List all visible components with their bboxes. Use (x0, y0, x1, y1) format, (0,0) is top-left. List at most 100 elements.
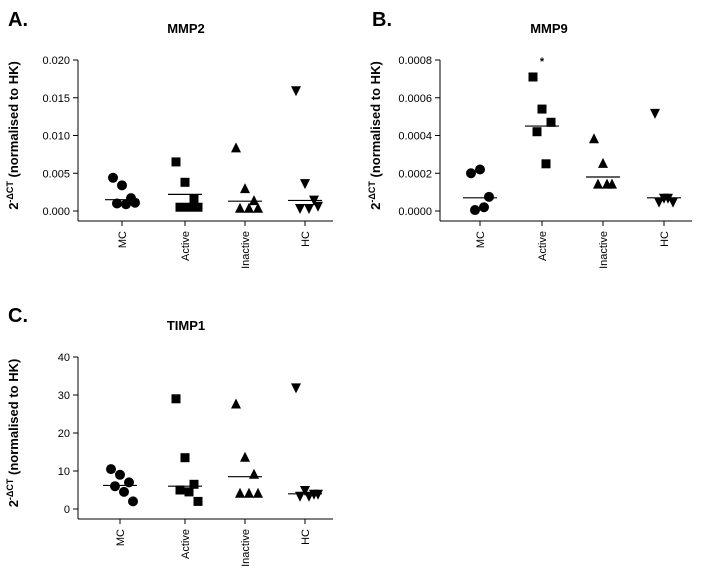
data-point (249, 195, 259, 206)
x-tick-label: Active (180, 529, 192, 559)
y-tick-label: 30 (58, 390, 70, 402)
data-point (668, 197, 678, 208)
data-point (193, 202, 203, 212)
x-tick-label: HC (659, 231, 671, 247)
panel-label: C. (8, 305, 28, 327)
data-point (106, 464, 116, 475)
y-label-exponent: -ΔCT (5, 478, 15, 500)
data-point (304, 203, 314, 214)
panel-label: B. (372, 9, 392, 31)
x-tick-label: HC (300, 529, 312, 545)
y-tick-label: 0.005 (42, 168, 70, 180)
y-tick-label: 40 (58, 352, 70, 364)
data-point (300, 486, 310, 496)
y-tick-label: 0.0006 (398, 93, 432, 105)
data-point (291, 383, 301, 394)
data-point (171, 157, 181, 167)
annotation: * (540, 56, 545, 68)
data-point (235, 202, 245, 213)
data-point (602, 178, 612, 189)
data-point (541, 159, 551, 169)
data-point (532, 127, 542, 137)
data-point (313, 201, 323, 212)
y-label-rest: (normalised to HK) (368, 61, 383, 181)
x-tick-label: MC (475, 231, 487, 248)
y-tick-label: 0.0008 (398, 55, 432, 67)
y-axis-label: 2-ΔCT (normalised to HK) (367, 61, 383, 210)
data-point (466, 168, 476, 179)
data-point (300, 179, 310, 190)
y-label-rest: (normalised to HK) (6, 359, 21, 479)
data-point (470, 205, 480, 216)
data-point (291, 86, 301, 97)
data-point (184, 202, 194, 212)
y-label-base: 2 (6, 500, 21, 507)
x-tick-label: Active (180, 231, 192, 261)
data-point (117, 180, 127, 191)
y-tick-label: 0.010 (42, 131, 70, 143)
chart-title: TIMP1 (167, 318, 205, 333)
data-point (235, 487, 245, 498)
data-point (121, 199, 131, 210)
data-point (546, 117, 556, 127)
y-tick-label: 20 (58, 428, 70, 440)
chart-title: MMP9 (530, 21, 568, 36)
y-label-exponent: -ΔCT (367, 181, 377, 203)
data-point (112, 198, 122, 209)
data-point (115, 469, 125, 480)
data-point (240, 451, 250, 462)
y-axis-label: 2-ΔCT (normalised to HK) (5, 359, 21, 508)
data-point (598, 157, 608, 168)
y-label-exponent: -ΔCT (5, 181, 15, 203)
data-point (240, 183, 250, 194)
data-point (180, 453, 190, 463)
data-point (110, 481, 120, 492)
x-tick-label: HC (300, 231, 312, 247)
x-tick-label: Active (537, 231, 549, 261)
y-tick-label: 0.015 (42, 93, 70, 105)
chart-title: MMP2 (167, 21, 205, 36)
data-point (180, 177, 190, 187)
data-point (231, 142, 241, 153)
data-point (589, 133, 599, 144)
data-point (244, 202, 254, 213)
y-tick-label: 0 (64, 504, 70, 516)
data-point (663, 193, 673, 204)
x-tick-label: Inactive (598, 231, 610, 269)
y-tick-label: 0.0004 (398, 131, 432, 143)
x-tick-label: MC (117, 231, 129, 248)
y-tick-label: 0.0000 (398, 206, 432, 218)
y-label-base: 2 (6, 203, 21, 210)
data-point (175, 485, 185, 495)
data-point (295, 203, 305, 214)
y-tick-label: 0.0002 (398, 168, 432, 180)
data-point (171, 394, 181, 404)
data-point (479, 202, 489, 213)
data-point (175, 202, 185, 212)
data-point (184, 487, 194, 497)
y-axis-label: 2-ΔCT (normalised to HK) (5, 61, 21, 210)
data-point (108, 172, 118, 183)
data-point (189, 479, 199, 489)
data-point (528, 72, 538, 82)
panel-label: A. (8, 9, 28, 31)
data-point (313, 489, 323, 500)
data-point (475, 164, 485, 175)
data-point (193, 496, 203, 506)
y-tick-label: 0.000 (42, 206, 70, 218)
y-label-base: 2 (368, 203, 383, 210)
data-point (593, 178, 603, 189)
data-point (484, 191, 494, 202)
data-point (128, 496, 138, 507)
y-tick-label: 0.020 (42, 55, 70, 67)
data-point (253, 487, 263, 498)
x-tick-label: Inactive (240, 529, 252, 567)
y-tick-label: 10 (58, 466, 70, 478)
data-point (189, 194, 199, 204)
y-label-rest: (normalised to HK) (6, 61, 21, 181)
data-point (231, 398, 241, 409)
data-point (244, 487, 254, 498)
data-point (654, 197, 664, 208)
data-point (650, 108, 660, 119)
